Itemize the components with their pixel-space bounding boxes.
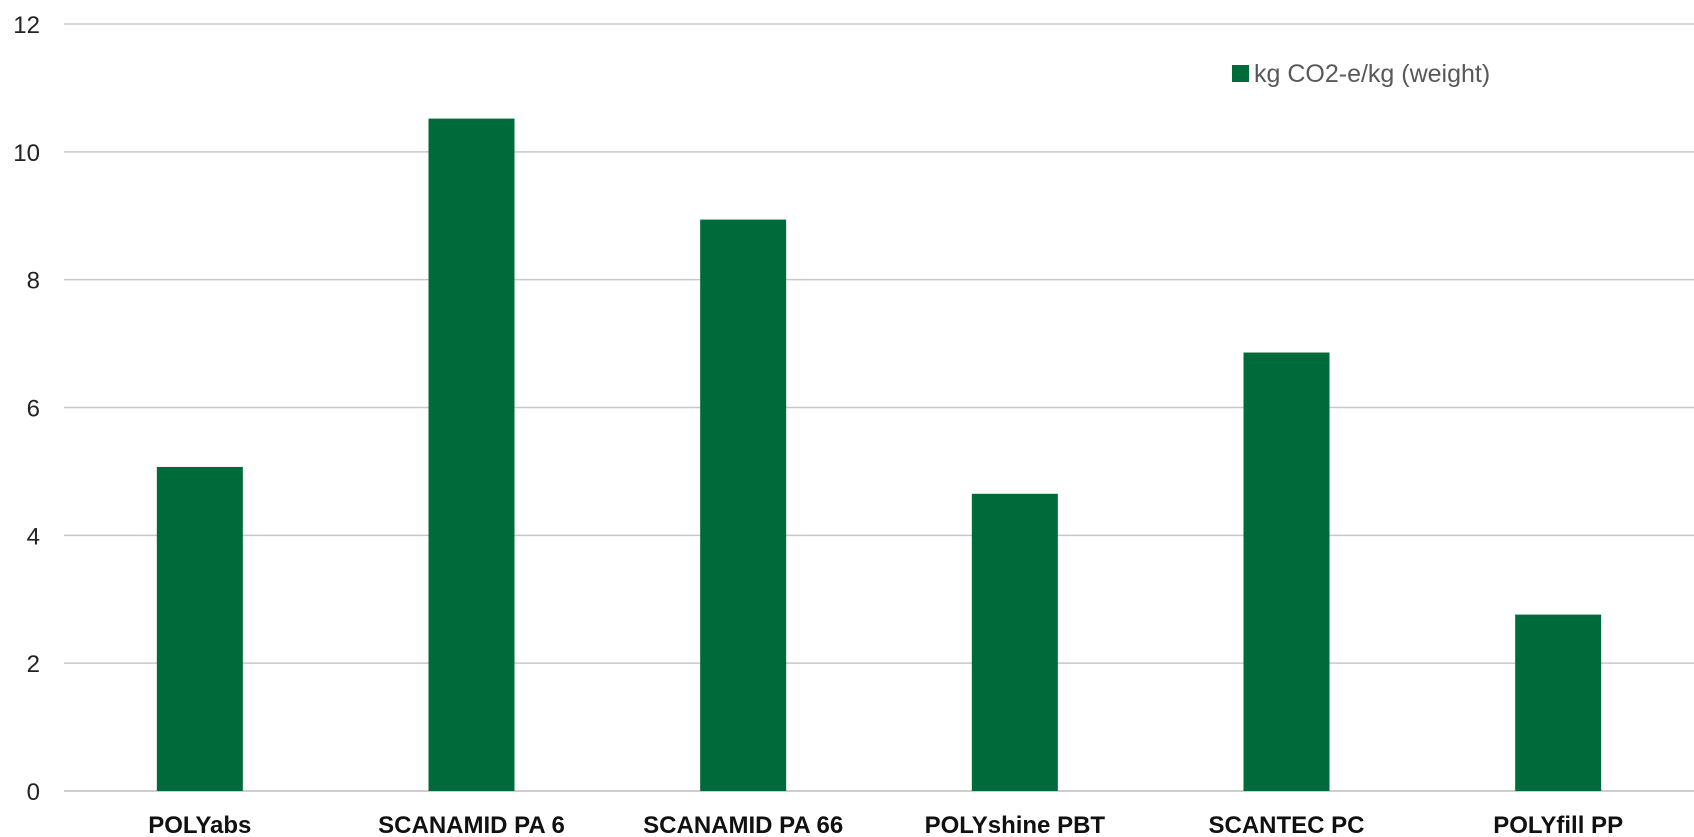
x-tick-label: POLYfill PP [1493, 812, 1623, 837]
x-tick-label: POLYshine PBT [925, 812, 1106, 837]
y-tick-label: 6 [27, 396, 40, 423]
y-tick-label: 8 [27, 268, 40, 295]
y-tick-label: 10 [13, 140, 40, 167]
y-tick-label: 0 [27, 779, 40, 806]
y-tick-label: 4 [27, 523, 40, 550]
gridlines [64, 23, 1694, 792]
legend: kg CO2-e/kg (weight) [1232, 60, 1490, 88]
x-tick-label: SCANTEC PC [1208, 812, 1364, 837]
bar [1243, 352, 1330, 791]
x-tick-label: SCANAMID PA 66 [643, 812, 843, 837]
bar [700, 219, 787, 791]
bar [971, 493, 1058, 791]
x-tick-label: POLYabs [148, 812, 251, 837]
y-tick-label: 12 [13, 12, 40, 39]
x-tick-label: SCANAMID PA 6 [378, 812, 565, 837]
bars [156, 118, 1602, 791]
bar [428, 118, 515, 791]
bar [156, 466, 243, 791]
y-axis-ticks: 0 2 4 6 8 10 12 [13, 12, 40, 806]
legend-label: kg CO2-e/kg (weight) [1254, 60, 1490, 88]
legend-swatch [1232, 65, 1249, 82]
x-axis-ticks: POLYabs SCANAMID PA 6 SCANAMID PA 66 POLYsh… [148, 812, 1623, 837]
y-tick-label: 2 [27, 651, 40, 678]
bar [1515, 614, 1602, 791]
